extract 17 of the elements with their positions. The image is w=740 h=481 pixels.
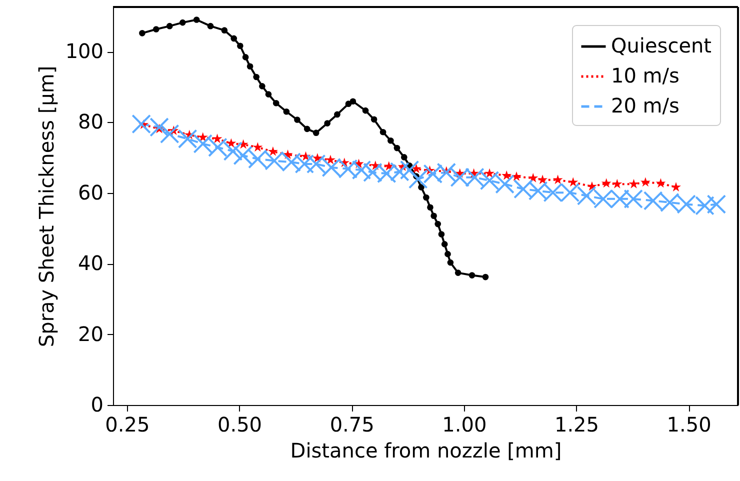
x-axis-title: Distance from nozzle [mm] [290, 438, 562, 462]
x-tick-label: 1.50 [666, 412, 712, 436]
y-tick-label: 20 [78, 322, 104, 346]
x-tick-label: 1.25 [554, 412, 600, 436]
x-tick-label: 0.75 [330, 412, 374, 436]
x-tick-label: 0.25 [105, 412, 150, 436]
y-axis-title: Spray Sheet Thickness [μm] [34, 66, 58, 348]
x-tick-label: 1.00 [442, 412, 487, 436]
legend-label: Quiescent [611, 34, 712, 58]
y-tick-label: 100 [65, 39, 104, 64]
legend-label: 20 m/s [611, 94, 680, 118]
legend-label: 10 m/s [611, 64, 680, 88]
y-tick-label: 80 [78, 110, 104, 134]
x-tick-label: 0.50 [217, 412, 262, 436]
y-tick-label: 40 [78, 251, 104, 276]
y-tick-label: 0 [90, 392, 104, 416]
y-tick-label: 60 [78, 180, 104, 204]
